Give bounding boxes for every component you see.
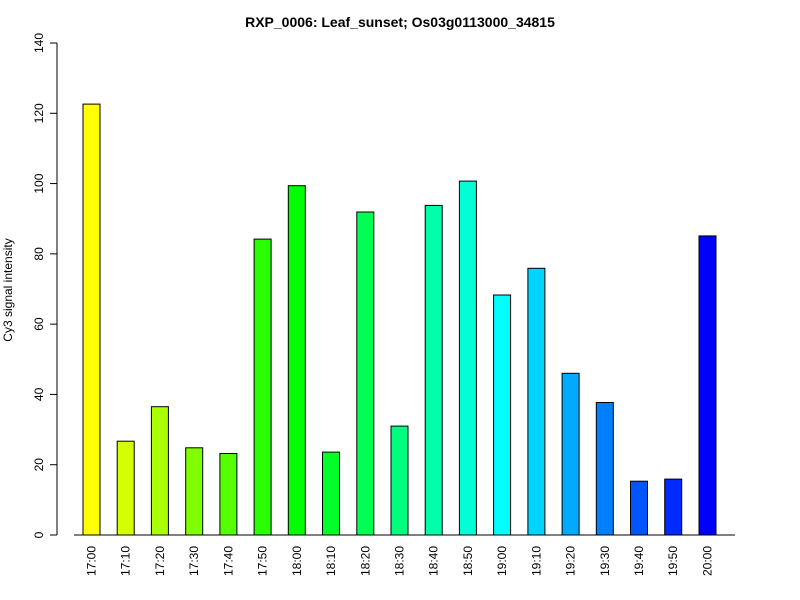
x-tick-label: 17:10 — [119, 546, 133, 576]
x-tick-label: 17:00 — [85, 546, 99, 576]
x-tick-label: 19:10 — [529, 546, 543, 576]
y-tick-label: 0 — [32, 531, 46, 538]
bar-1820 — [356, 211, 375, 536]
bar-1900 — [493, 294, 512, 536]
y-tick-label: 40 — [32, 387, 46, 401]
y-tick-label: 80 — [32, 247, 46, 261]
bar-1750 — [253, 238, 272, 536]
x-tick-label: 19:50 — [666, 546, 680, 576]
y-tick-label: 60 — [32, 317, 46, 331]
bar-1930 — [595, 402, 614, 536]
bar-1940 — [630, 480, 648, 536]
y-tick-label: 20 — [32, 458, 46, 472]
x-tick-label: 18:20 — [358, 546, 372, 576]
bar-1840 — [424, 204, 443, 536]
bars-layer — [82, 103, 717, 536]
y-tick-label: 140 — [32, 33, 46, 53]
x-tick-label: 19:30 — [598, 546, 612, 576]
bar-1740 — [219, 453, 238, 536]
x-tick-label: 19:20 — [564, 546, 578, 576]
bar-1950 — [664, 478, 683, 536]
x-tick-label: 19:00 — [495, 546, 509, 576]
bar-1730 — [185, 447, 204, 536]
y-axis: 0 20 40 60 80 100 120 140 — [32, 33, 58, 538]
y-tick-label: 100 — [32, 173, 46, 193]
bar-1810 — [322, 451, 340, 536]
bar-1850 — [458, 180, 477, 536]
x-axis: 17:00 17:10 17:20 17:30 17:40 17:50 18:00 18:10… — [74, 534, 735, 576]
x-tick-label: 17:50 — [256, 546, 270, 576]
x-tick-label: 18:30 — [393, 546, 407, 576]
x-tick-label: 17:40 — [221, 546, 235, 576]
y-tick-label: 120 — [32, 103, 46, 123]
x-tick-label: 18:00 — [290, 546, 304, 576]
bar-1800 — [287, 185, 306, 536]
bar-1920 — [561, 372, 580, 536]
bar-1910 — [527, 267, 546, 536]
chart-title: RXP_0006: Leaf_sunset; Os03g0113000_3481… — [245, 14, 555, 30]
x-tick-label: 19:40 — [632, 546, 646, 576]
x-tick-label: 18:50 — [461, 546, 475, 576]
bar-2000 — [698, 235, 717, 536]
x-tick-label: 18:40 — [427, 546, 441, 576]
x-tick-label: 20:00 — [701, 546, 715, 576]
bar-1700 — [82, 103, 101, 536]
y-axis-label: Cy3 signal intensity — [1, 238, 15, 341]
x-tick-label: 17:20 — [153, 546, 167, 576]
x-tick-label: 17:30 — [187, 546, 201, 576]
x-tick-label: 18:10 — [324, 546, 338, 576]
bar-1720 — [150, 406, 169, 536]
bar-1710 — [116, 440, 135, 536]
bar-1830 — [390, 425, 409, 536]
